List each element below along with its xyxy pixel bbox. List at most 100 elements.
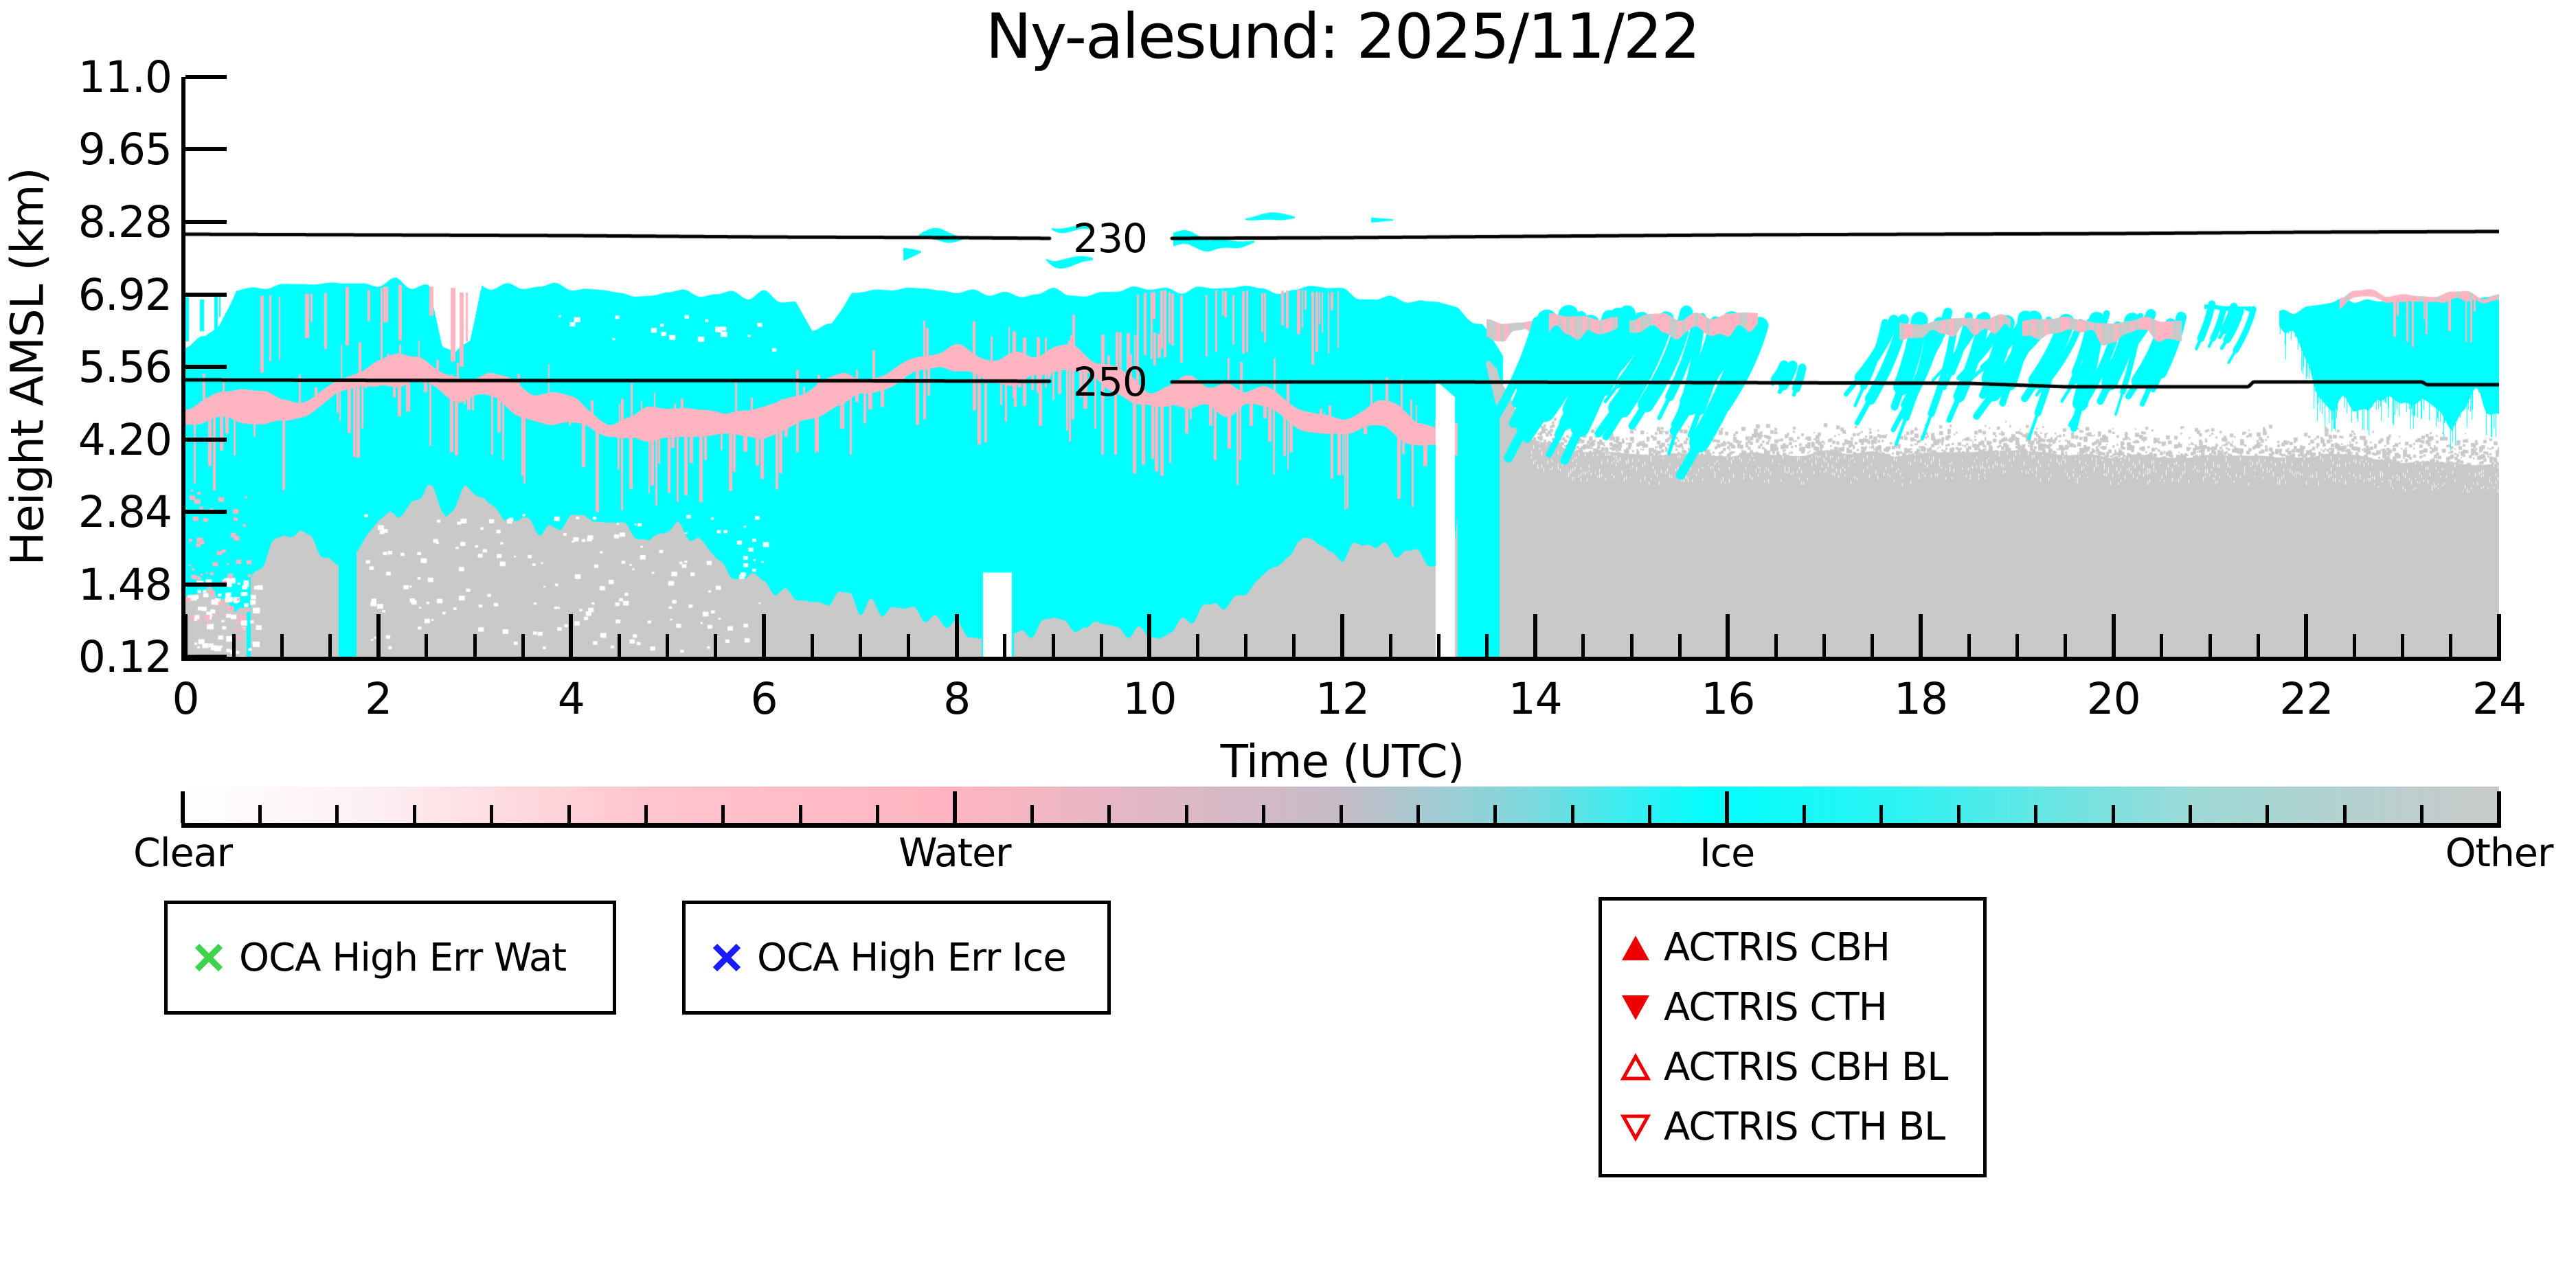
colorbar-label-water: Water bbox=[899, 831, 1011, 876]
x-tick-label: 16 bbox=[1701, 674, 1755, 724]
legend-label: OCA High Err Ice bbox=[757, 935, 1067, 980]
x-minor-tick bbox=[714, 634, 718, 657]
x-minor-tick bbox=[810, 634, 814, 657]
colorbar-minor-tick bbox=[490, 805, 494, 823]
x-minor-tick bbox=[618, 634, 621, 657]
colorbar-label-ice: Ice bbox=[1699, 831, 1755, 876]
x-minor-tick bbox=[2208, 634, 2212, 657]
colorbar-minor-tick bbox=[1493, 805, 1498, 823]
legend-row-actris-cth-bl: ACTRIS CTH BL bbox=[1620, 1097, 1983, 1157]
x-minor-tick bbox=[2353, 634, 2356, 657]
colorbar-minor-tick bbox=[2111, 805, 2115, 823]
x-minor-tick bbox=[1099, 634, 1103, 657]
colorbar-minor-tick bbox=[1416, 805, 1420, 823]
x-minor-tick bbox=[328, 634, 332, 657]
x-tick-label: 18 bbox=[1893, 674, 1948, 724]
x-minor-tick bbox=[1967, 634, 1971, 657]
legend-label: ACTRIS CTH bbox=[1664, 985, 1888, 1030]
y-major-tick bbox=[185, 437, 227, 442]
colorbar-minor-tick bbox=[2420, 805, 2424, 823]
x-minor-tick bbox=[425, 634, 429, 657]
colorbar-minor-tick bbox=[644, 805, 648, 823]
legend-label: ACTRIS CBH bbox=[1664, 925, 1890, 970]
x-minor-tick bbox=[2015, 634, 2019, 657]
y-major-tick bbox=[185, 146, 227, 151]
x-tick-label: 8 bbox=[943, 674, 971, 724]
legend-row-actris-cbh-bl: ACTRIS CBH BL bbox=[1620, 1037, 1983, 1097]
x-major-tick bbox=[1147, 614, 1152, 657]
y-major-tick bbox=[185, 75, 227, 79]
x-minor-tick bbox=[1436, 634, 1440, 657]
x-minor-tick bbox=[1485, 634, 1489, 657]
x-minor-tick bbox=[1051, 634, 1055, 657]
y-major-tick bbox=[185, 365, 227, 369]
colorbar-major-tick bbox=[181, 791, 185, 823]
green-x-marker-icon bbox=[194, 943, 223, 972]
triangle-up-open-icon bbox=[1620, 1052, 1651, 1080]
x-tick-label: 24 bbox=[2472, 674, 2527, 724]
legend-oca-high-err-wat: OCA High Err Wat bbox=[164, 901, 616, 1015]
x-major-tick bbox=[1919, 614, 1923, 657]
x-minor-tick bbox=[1196, 634, 1199, 657]
colorbar-major-tick bbox=[953, 791, 957, 823]
colorbar-minor-tick bbox=[2342, 805, 2347, 823]
y-tick-label: 0.12 bbox=[78, 632, 172, 682]
x-minor-tick bbox=[1774, 634, 1778, 657]
triangle-up-filled-icon bbox=[1622, 935, 1649, 960]
y-tick-label: 5.56 bbox=[78, 342, 172, 392]
plot-title: Ny-alesund: 2025/11/22 bbox=[985, 1, 1701, 73]
colorbar-minor-tick bbox=[721, 805, 725, 823]
x-minor-tick bbox=[1244, 634, 1248, 657]
colorbar-label-clear: Clear bbox=[133, 831, 233, 876]
x-minor-tick bbox=[858, 634, 862, 657]
y-tick-label: 6.92 bbox=[78, 269, 172, 320]
classification-heatmap bbox=[185, 77, 2499, 657]
x-major-tick bbox=[2111, 614, 2116, 657]
x-minor-tick bbox=[907, 634, 910, 657]
x-major-tick bbox=[954, 614, 959, 657]
y-major-tick bbox=[185, 220, 227, 224]
colorbar-minor-tick bbox=[798, 805, 802, 823]
x-tick-label: 14 bbox=[1508, 674, 1563, 724]
colorbar-minor-tick bbox=[1030, 805, 1034, 823]
colorbar-label-other: Other bbox=[2445, 831, 2554, 876]
y-tick-label: 2.84 bbox=[78, 487, 172, 537]
x-major-tick bbox=[1340, 614, 1344, 657]
x-minor-tick bbox=[280, 634, 284, 657]
colorbar-minor-tick bbox=[412, 805, 416, 823]
colorbar-minor-tick bbox=[1879, 805, 1884, 823]
y-tick-label: 11.0 bbox=[78, 52, 172, 102]
x-minor-tick bbox=[1581, 634, 1585, 657]
x-major-tick bbox=[569, 614, 574, 657]
legend-row-actris-cth: ACTRIS CTH bbox=[1620, 978, 1983, 1037]
y-major-tick bbox=[185, 292, 227, 297]
triangle-down-filled-icon bbox=[1622, 995, 1649, 1020]
x-minor-tick bbox=[666, 634, 670, 657]
colorbar-minor-tick bbox=[1570, 805, 1574, 823]
colorbar-minor-tick bbox=[2188, 805, 2192, 823]
x-minor-tick bbox=[473, 634, 477, 657]
legend-oca-high-err-ice: OCA High Err Ice bbox=[682, 901, 1111, 1015]
x-tick-label: 2 bbox=[365, 674, 392, 724]
colorbar-minor-tick bbox=[1262, 805, 1266, 823]
x-minor-tick bbox=[2064, 634, 2067, 657]
x-minor-tick bbox=[2256, 634, 2260, 657]
y-major-tick bbox=[185, 510, 227, 514]
x-minor-tick bbox=[231, 634, 236, 657]
colorbar-minor-tick bbox=[1339, 805, 1343, 823]
legend-row-actris-cbh: ACTRIS CBH bbox=[1620, 918, 1983, 978]
triangle-down-open-icon bbox=[1620, 1114, 1651, 1142]
contour-label-230: 230 bbox=[1073, 215, 1148, 262]
legend-label: ACTRIS CBH BL bbox=[1664, 1045, 1948, 1089]
y-axis-line bbox=[181, 77, 185, 661]
y-major-tick bbox=[185, 582, 227, 587]
colorbar-minor-tick bbox=[876, 805, 880, 823]
x-tick-label: 4 bbox=[557, 674, 585, 724]
x-minor-tick bbox=[1388, 634, 1392, 657]
colorbar-minor-tick bbox=[1802, 805, 1806, 823]
x-major-tick bbox=[183, 614, 188, 657]
legend-label: OCA High Err Wat bbox=[239, 935, 567, 980]
x-minor-tick bbox=[2449, 634, 2453, 657]
y-tick-label: 4.20 bbox=[78, 414, 172, 465]
